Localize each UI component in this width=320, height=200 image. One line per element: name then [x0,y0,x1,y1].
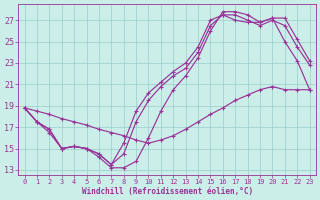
X-axis label: Windchill (Refroidissement éolien,°C): Windchill (Refroidissement éolien,°C) [82,187,253,196]
